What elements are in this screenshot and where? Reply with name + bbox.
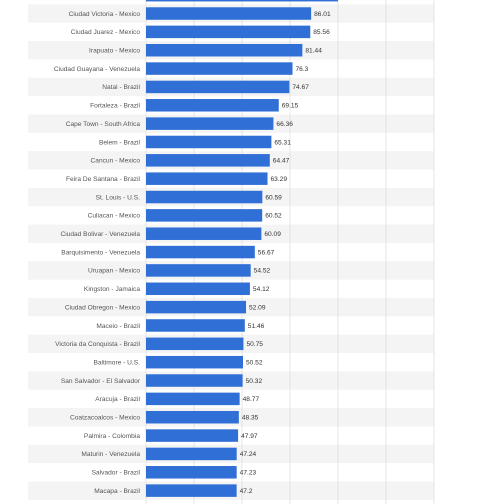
bar[interactable]	[146, 300, 247, 314]
category-label: Kingston - Jamaica	[84, 286, 140, 293]
value-label: 50.52	[246, 359, 263, 366]
bar[interactable]	[146, 209, 263, 222]
value-label: 54.12	[253, 286, 270, 293]
category-label: Ciudad Bolivar - Venezuela	[60, 231, 140, 238]
bar[interactable]	[146, 374, 243, 387]
value-label: 47.97	[241, 433, 258, 440]
category-label: Belem - Brazil	[99, 139, 141, 146]
bar[interactable]	[146, 62, 293, 75]
category-label: Fortaleza - Brazil	[90, 103, 140, 110]
bar[interactable]	[146, 410, 239, 424]
value-label: 74.67	[292, 84, 309, 91]
category-label: Aracuja - Brazil	[95, 396, 140, 403]
category-label: Ciudad Obregon - Mexico	[65, 304, 140, 311]
value-label: 85.56	[313, 29, 330, 36]
value-label: 51.46	[248, 323, 265, 330]
category-label: Maceio - Brazil	[96, 323, 140, 330]
category-labels: Caracas - VenezuelaCiudad Victoria - Mex…	[54, 11, 141, 495]
bar[interactable]	[146, 190, 263, 204]
value-label: 47.24	[240, 451, 257, 458]
bar[interactable]	[146, 43, 303, 57]
bar[interactable]	[146, 282, 250, 296]
bar[interactable]	[146, 117, 274, 130]
category-label: Maturin - Venezuela	[81, 451, 140, 458]
bars	[146, 0, 338, 497]
category-label: Ciudad Victoria - Mexico	[69, 11, 141, 18]
bar[interactable]	[146, 154, 270, 167]
value-label: 65.31	[274, 139, 291, 146]
value-label: 64.47	[273, 158, 290, 165]
category-label: St. Louis - U.S.	[96, 194, 141, 201]
value-label: 47.2	[240, 488, 253, 495]
category-label: San Salvador - El Salvador	[61, 378, 141, 385]
bar[interactable]	[146, 227, 262, 240]
bar[interactable]	[146, 429, 239, 442]
bar[interactable]	[146, 466, 237, 479]
bar[interactable]	[146, 25, 311, 39]
value-label: 66.36	[276, 121, 293, 128]
category-label: Macapa - Brazil	[94, 488, 140, 495]
category-label: Cape Town - South Africa	[66, 121, 141, 128]
value-label: 60.09	[264, 231, 281, 238]
bar[interactable]	[146, 355, 243, 369]
value-label: 76.3	[295, 66, 308, 73]
category-label: Baltimore - U.S.	[93, 359, 140, 366]
category-label: Palmira - Colombia	[84, 433, 140, 440]
category-label: Natal - Brazil	[102, 84, 140, 91]
value-label: 47.23	[240, 470, 257, 477]
value-label: 69.15	[282, 103, 299, 110]
bar[interactable]	[146, 80, 290, 94]
bar[interactable]	[146, 447, 237, 461]
category-label: Salvador - Brazil	[92, 470, 141, 477]
bar[interactable]	[146, 7, 312, 20]
value-label: 54.52	[254, 268, 271, 275]
category-label: Ciudad Juarez - Mexico	[71, 29, 141, 36]
bar[interactable]	[146, 484, 237, 497]
bar[interactable]	[146, 245, 255, 259]
bar[interactable]	[146, 319, 245, 332]
value-label: 48.77	[243, 396, 260, 403]
value-label: 63.29	[271, 176, 288, 183]
category-label: Barquisimento - Venezuela	[61, 249, 140, 256]
bar[interactable]	[146, 392, 240, 406]
bar[interactable]	[146, 135, 272, 149]
value-label: 48.35	[242, 415, 259, 422]
bar[interactable]	[146, 264, 251, 277]
bar[interactable]	[146, 0, 338, 2]
value-label: 52.09	[249, 304, 266, 311]
value-label: 86.01	[314, 11, 331, 18]
category-label: Irapuato - Mexico	[89, 48, 140, 55]
category-label: Culiacan - Mexico	[88, 213, 141, 220]
category-label: Feira De Santana - Brazil	[66, 176, 141, 183]
category-label: Uruapan - Mexico	[88, 268, 140, 275]
value-label: 81.44	[305, 48, 322, 55]
category-label: Victoria da Conquista - Brazil	[55, 341, 140, 348]
category-label: Coatzacoalcos - Mexico	[70, 415, 140, 422]
value-label: 56.67	[258, 249, 275, 256]
value-label: 50.32	[246, 378, 263, 385]
category-label: Cancun - Mexico	[91, 158, 141, 165]
value-label: 60.52	[265, 213, 282, 220]
bar[interactable]	[146, 337, 244, 351]
category-label: Ciudad Guayana - Venezuela	[54, 66, 140, 73]
bar[interactable]	[146, 99, 279, 112]
value-label: 50.75	[246, 341, 263, 348]
value-labels: 99.9886.0185.5681.4476.374.6769.1566.366…	[240, 11, 331, 495]
bar[interactable]	[146, 172, 268, 185]
value-label: 60.59	[265, 194, 282, 201]
